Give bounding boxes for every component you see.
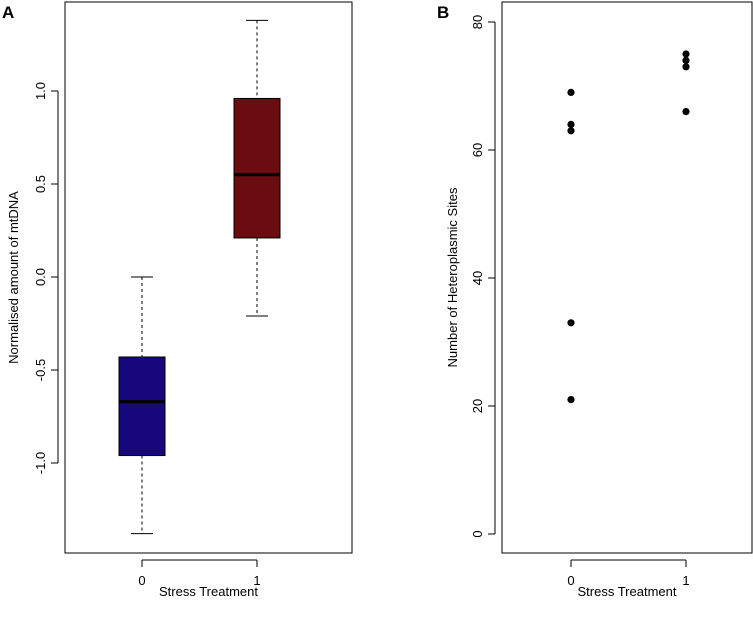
plot-frame [64, 1, 353, 554]
y-axis-label: Normalised amount of mtDNA [6, 191, 21, 364]
y-axis-label: Number of Heteroplasmic Sites [445, 187, 460, 367]
panel-b-scatter: 0 20 40 60 80 0 1 Stress Treatment Number of Het… [445, 1, 753, 599]
y-tick-label: 0.0 [33, 268, 48, 286]
data-point [567, 88, 575, 96]
x-tick-label: 0 [138, 573, 145, 588]
x-tick-label: 1 [253, 573, 260, 588]
data-point [567, 120, 575, 128]
data-point [682, 56, 690, 64]
y-tick-label: 40 [470, 271, 485, 285]
y-tick-label: 60 [470, 143, 485, 157]
panel-a-label: A [2, 3, 14, 22]
data-point [682, 63, 690, 71]
data-point [567, 127, 575, 135]
box [118, 356, 166, 457]
data-point [567, 396, 575, 404]
y-tick-label: -0.5 [33, 359, 48, 381]
x-tick-label: 0 [567, 573, 574, 588]
x-axis-label: Stress Treatment [578, 584, 677, 599]
x-axis-label: Stress Treatment [159, 584, 258, 599]
y-tick-label: -1.0 [33, 452, 48, 474]
data-point [567, 319, 575, 327]
box [233, 97, 281, 239]
data-point [682, 50, 690, 58]
y-tick-label: 20 [470, 399, 485, 413]
panel-b-label: B [437, 3, 449, 22]
data-point [682, 108, 690, 116]
y-tick-label: 0 [470, 530, 485, 537]
y-tick-label: 80 [470, 15, 485, 29]
x-tick-label: 1 [682, 573, 689, 588]
plot-frame [501, 1, 753, 554]
y-tick-label: 1.0 [33, 82, 48, 100]
y-tick-label: 0.5 [33, 175, 48, 193]
